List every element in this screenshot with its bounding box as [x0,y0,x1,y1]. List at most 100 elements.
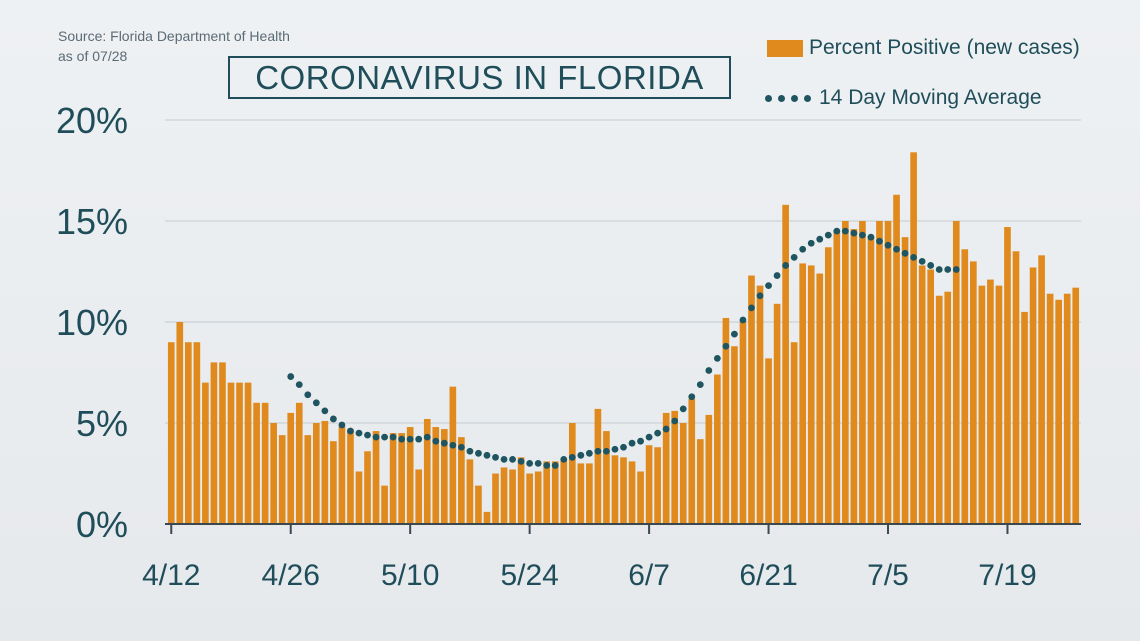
bar [799,263,807,524]
bar [270,423,277,524]
moving-average-point [833,227,841,235]
moving-average-point [790,253,798,261]
moving-average-point [347,427,354,435]
bar [432,427,440,524]
bar [253,402,260,524]
bar [202,382,209,524]
moving-average-point [654,429,662,437]
moving-average-point [952,266,960,273]
moving-average-series [287,227,960,469]
x-tick-label: 5/24 [500,559,558,592]
moving-average-point [338,421,346,429]
moving-average-point [364,431,371,439]
bar [176,322,184,524]
legend-item-percent-positive: Percent Positive (new cases) [767,36,1080,60]
bar [355,471,363,524]
moving-average-point [918,258,926,265]
bar [321,420,329,524]
moving-average-point [628,439,636,447]
bar [543,461,551,524]
bar [790,342,798,524]
bar [526,473,533,524]
bar [560,459,568,524]
moving-average-point [893,245,900,253]
moving-average-point [671,417,679,425]
bar [1072,287,1080,524]
bar [884,221,892,524]
source-text: Source: Florida Department of Health [58,28,290,44]
moving-average-point [551,462,559,469]
y-tick-label: 10% [56,302,128,343]
bar [637,471,644,524]
moving-average-point [440,439,448,447]
as-of-date: as of 07/28 [58,48,128,64]
moving-average-point [927,262,935,269]
moving-average-point [782,262,790,269]
bar [278,435,286,524]
bar [372,431,380,524]
moving-average-point [859,231,866,239]
bar [364,451,371,524]
bar [714,374,721,524]
bar [551,461,559,524]
bar [662,412,670,524]
bar [671,410,679,524]
moving-average-point [423,433,431,441]
bar [978,285,986,524]
moving-average-point [534,460,542,467]
bar [1038,255,1045,524]
bar [833,231,841,524]
bar [824,247,832,524]
bar [722,317,730,524]
bar [1063,293,1071,524]
moving-average-point [705,367,713,374]
bar [739,322,747,524]
moving-average-point [867,233,875,241]
bar [918,265,926,524]
moving-average-point [816,235,824,243]
bar [423,418,431,524]
bar [995,285,1003,524]
bar [731,346,738,524]
y-tick-label: 15% [56,201,128,242]
bar [568,423,576,524]
x-tick-label: 4/12 [142,559,200,592]
bar [415,469,423,524]
bar [594,408,602,524]
moving-average-point [731,330,738,338]
bar [406,427,414,524]
bar [244,382,252,524]
bar [935,295,943,524]
bar [586,463,593,524]
moving-average-point [509,455,516,463]
moving-average-point [500,455,508,463]
moving-average-point [321,407,329,415]
bar [679,423,687,524]
bar [620,457,627,524]
bar [765,358,772,524]
bar [842,221,849,524]
bar [611,455,619,524]
moving-average-point [568,453,576,461]
moving-average-point [475,449,482,457]
y-tick-label: 20% [56,100,128,141]
chart-title: CORONAVIRUS IN FLORIDA [228,56,731,99]
bar [185,342,192,524]
bar [952,221,960,524]
moving-average-point [594,447,602,455]
bar [859,221,866,524]
bar [500,467,508,524]
bar [347,429,354,524]
bar [236,382,243,524]
moving-average-point [807,239,815,247]
moving-average-point [415,435,423,443]
bar [893,194,900,525]
bar [193,342,201,524]
bar [338,427,346,524]
bar [748,275,755,524]
bar [492,473,499,524]
bar [910,152,917,524]
moving-average-point [389,433,397,441]
bar [398,433,405,524]
